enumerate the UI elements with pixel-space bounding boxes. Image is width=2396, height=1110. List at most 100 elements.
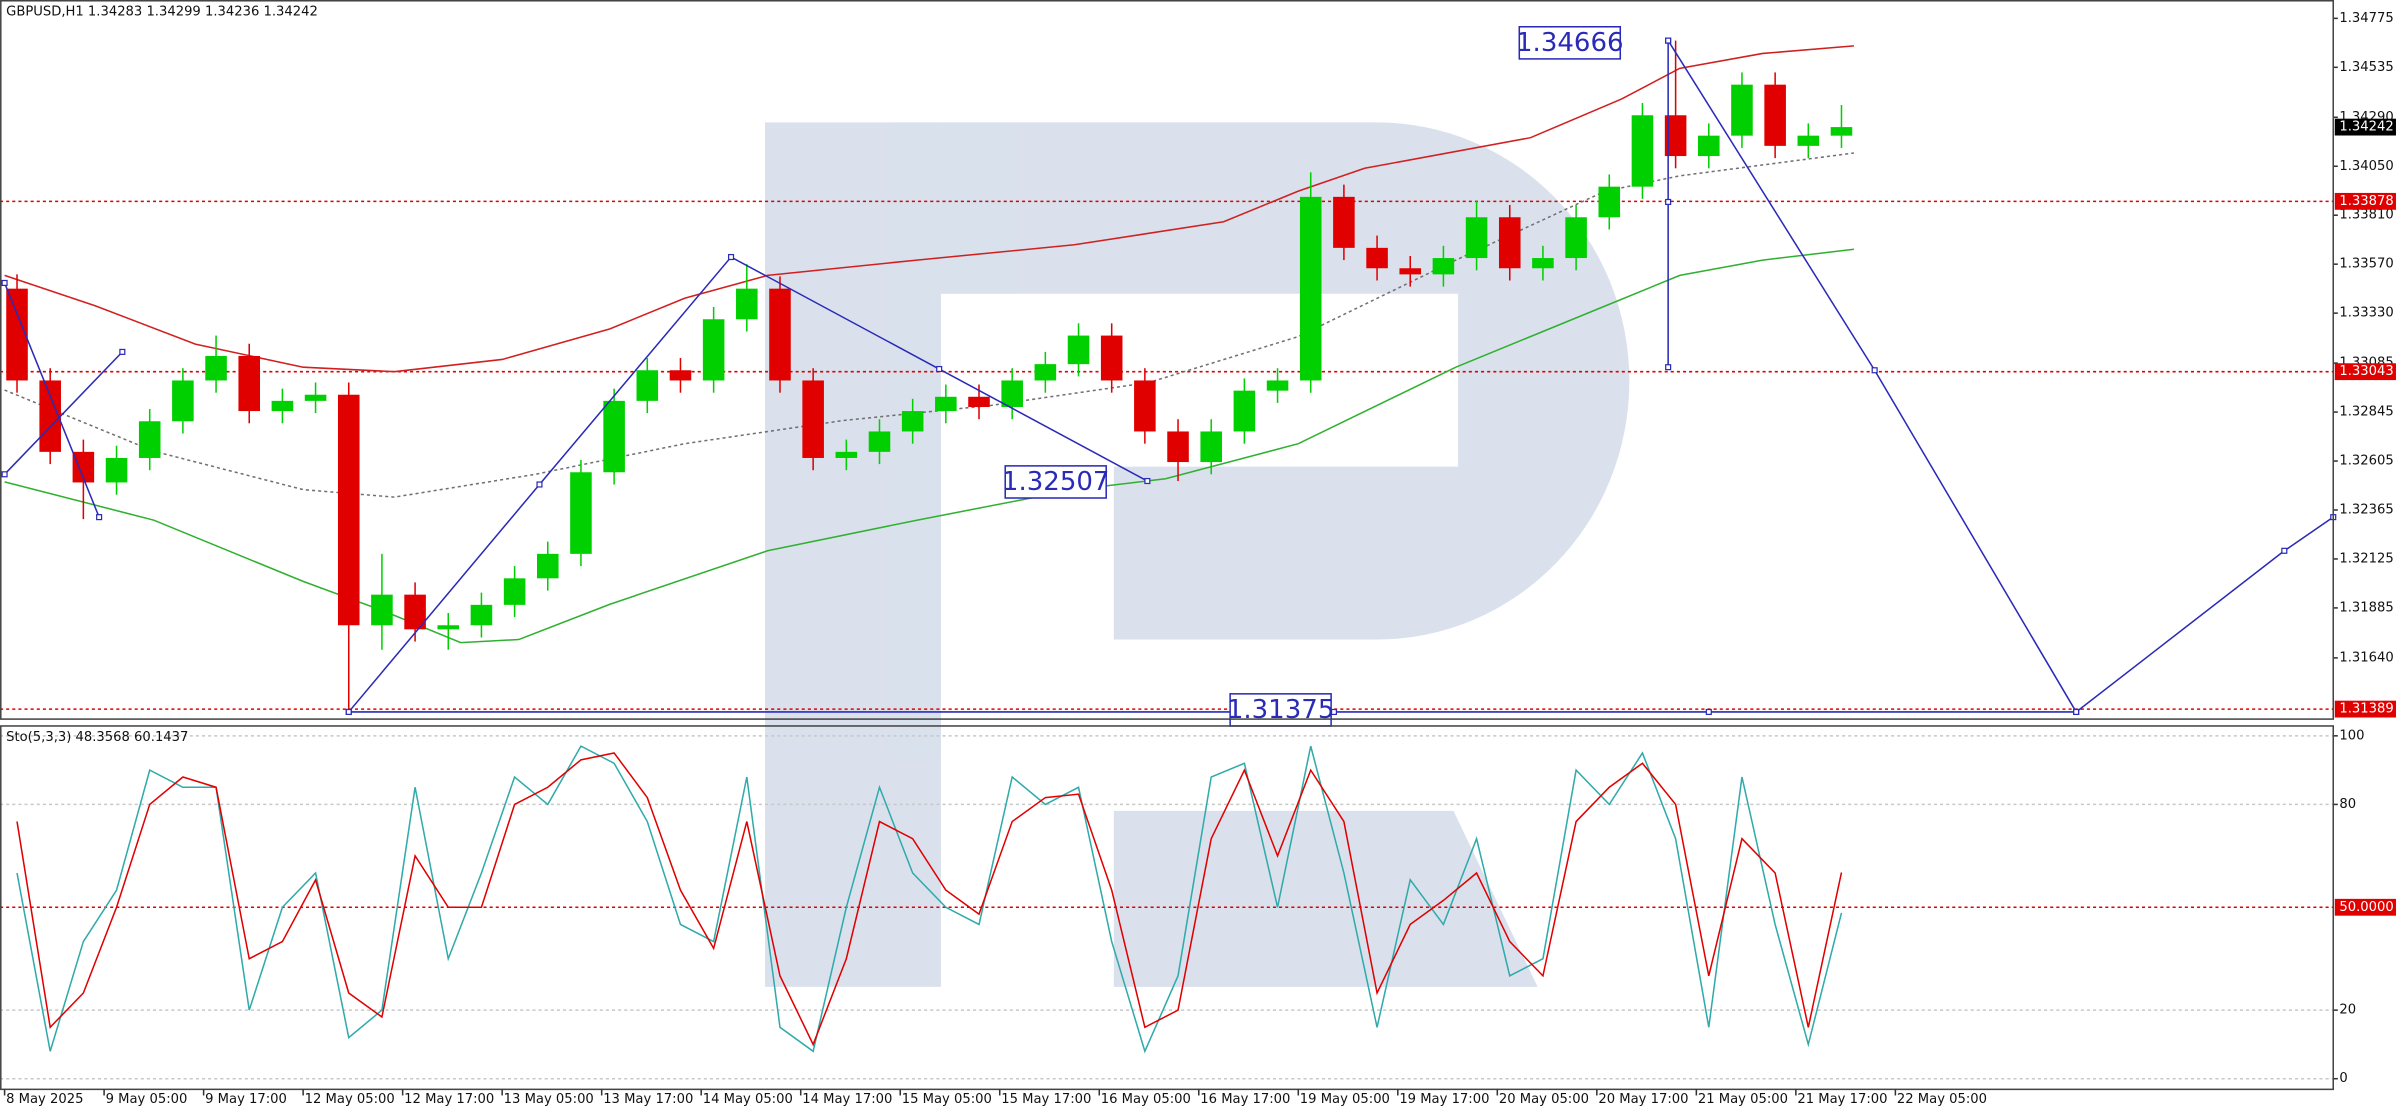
forecast-node — [936, 365, 943, 373]
candle-body — [470, 604, 493, 626]
y-tick-label: 80 — [2339, 797, 2356, 812]
forecast-node — [1665, 364, 1672, 371]
oscillator-line — [16, 752, 1843, 1047]
x-tick-label: 16 May 05:00 — [1101, 1092, 1191, 1107]
forecast-node — [96, 514, 103, 521]
y-tick-label: 1.31640 — [2339, 650, 2393, 665]
annotation-label: 1.34666 — [1516, 28, 1624, 58]
y-tick-label: 1.34535 — [2339, 60, 2393, 75]
candle-body — [1034, 364, 1057, 381]
x-tick-label: 9 May 05:00 — [106, 1092, 188, 1107]
candle-body — [72, 451, 95, 483]
x-tick-label: 19 May 05:00 — [1300, 1092, 1390, 1107]
candle-body — [1465, 217, 1488, 259]
y-tick-label: 1.31885 — [2339, 600, 2393, 615]
x-tick-label: 15 May 17:00 — [1001, 1092, 1091, 1107]
level-label: 1.33878 — [2339, 194, 2393, 209]
annotation-box — [1518, 26, 1622, 60]
candle-body — [503, 578, 526, 605]
forecast-node — [1144, 477, 1151, 485]
y-tick-label: 100 — [2339, 728, 2364, 743]
y-tick-label: 1.32845 — [2339, 405, 2393, 420]
y-tick-label: 1.34775 — [2339, 11, 2393, 26]
candle-body — [536, 553, 559, 579]
candle-body — [1698, 135, 1720, 157]
candle-body — [1333, 196, 1355, 248]
forecast-node — [345, 708, 352, 716]
x-tick-label: 16 May 17:00 — [1200, 1092, 1290, 1107]
candle-body — [1399, 268, 1422, 275]
candle-body — [404, 594, 426, 630]
candle-body — [1167, 431, 1189, 463]
candle-body — [1200, 431, 1222, 463]
candle-body — [835, 451, 858, 458]
y-tick-label: 1.33810 — [2339, 208, 2393, 223]
candle-body — [437, 625, 460, 630]
level-label: 1.31389 — [2339, 702, 2393, 717]
x-tick-label: 13 May 05:00 — [504, 1092, 594, 1107]
candle-body — [802, 380, 824, 458]
candle-body — [1266, 380, 1289, 391]
candle-body — [39, 380, 61, 452]
forecast-node — [727, 253, 735, 261]
y-tick-label: 1.33330 — [2339, 306, 2393, 321]
candle-body — [636, 370, 659, 401]
y-tick-label: 1.32365 — [2339, 502, 2393, 517]
moving-average — [4, 45, 1854, 373]
annotation-label: 1.32507 — [1002, 467, 1110, 497]
candle-body — [238, 355, 261, 412]
candle-body — [1631, 115, 1654, 187]
level-box — [2334, 363, 2396, 381]
forecast-line — [4, 351, 123, 475]
forecast-line — [3, 282, 100, 518]
candle-body — [603, 400, 625, 473]
annotation-box — [1004, 465, 1107, 499]
forecast-node — [1665, 198, 1672, 206]
candle-body — [702, 319, 725, 381]
y-tick-label: 1.33570 — [2339, 257, 2393, 272]
candle-body — [1233, 390, 1256, 432]
candle-body — [172, 380, 194, 422]
candle-body — [968, 396, 990, 407]
candle-body — [1797, 135, 1820, 146]
x-tick-label: 8 May 2025 — [6, 1092, 83, 1107]
last-price-label: 1.34242 — [2339, 120, 2393, 135]
watermark-bowl — [940, 122, 1630, 640]
candle-body — [1432, 258, 1455, 275]
x-tick-label: 13 May 17:00 — [603, 1092, 693, 1107]
candle-body — [1830, 127, 1853, 136]
x-tick-label: 20 May 05:00 — [1499, 1092, 1589, 1107]
candle-body — [901, 411, 924, 432]
y-tick-label: 1.32125 — [2339, 551, 2393, 566]
candle-body — [304, 394, 327, 401]
candle-body — [1664, 115, 1687, 157]
x-tick-label: 15 May 05:00 — [902, 1092, 992, 1107]
candle-body — [1366, 247, 1388, 269]
forecast-node — [1871, 367, 1878, 374]
watermark-leg — [1113, 810, 1538, 987]
candle-body — [1134, 380, 1156, 432]
x-tick-label: 14 May 05:00 — [703, 1092, 793, 1107]
level-box — [2334, 898, 2396, 916]
candle-body — [1565, 217, 1587, 259]
x-tick-label: 20 May 17:00 — [1598, 1092, 1688, 1107]
y-tick-label: 1.34050 — [2339, 159, 2393, 174]
candle-body — [105, 457, 128, 483]
x-tick-label: 12 May 05:00 — [305, 1092, 395, 1107]
level-label: 50.0000 — [2339, 900, 2393, 915]
candle-body — [769, 288, 791, 381]
forecast-node — [1, 279, 8, 287]
candle-body — [205, 355, 227, 381]
candle-body — [1067, 335, 1090, 365]
candle-body — [1598, 186, 1621, 218]
x-tick-label: 21 May 17:00 — [1797, 1092, 1887, 1107]
forecast-node — [2281, 547, 2288, 554]
candle-body — [6, 288, 28, 381]
candle-body — [669, 370, 692, 381]
candle-body — [271, 400, 294, 412]
forecast-node — [1665, 37, 1672, 44]
x-tick-label: 22 May 05:00 — [1897, 1092, 1987, 1107]
candle-body — [1001, 380, 1023, 407]
candle-body — [1100, 335, 1123, 381]
